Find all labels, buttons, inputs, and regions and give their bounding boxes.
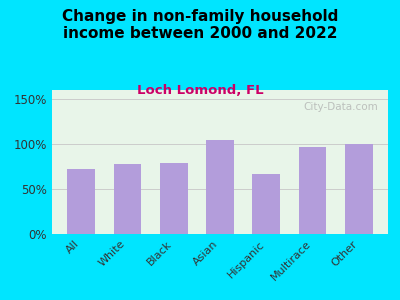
Text: City-Data.com: City-Data.com bbox=[303, 101, 378, 112]
Text: Change in non-family household
income between 2000 and 2022: Change in non-family household income be… bbox=[62, 9, 338, 41]
Bar bbox=[160, 163, 188, 234]
Bar bbox=[206, 140, 234, 234]
Text: Loch Lomond, FL: Loch Lomond, FL bbox=[137, 84, 263, 97]
Bar bbox=[114, 164, 141, 234]
Bar bbox=[345, 144, 373, 234]
Bar bbox=[252, 174, 280, 234]
Bar bbox=[299, 147, 326, 234]
Bar bbox=[67, 169, 95, 234]
